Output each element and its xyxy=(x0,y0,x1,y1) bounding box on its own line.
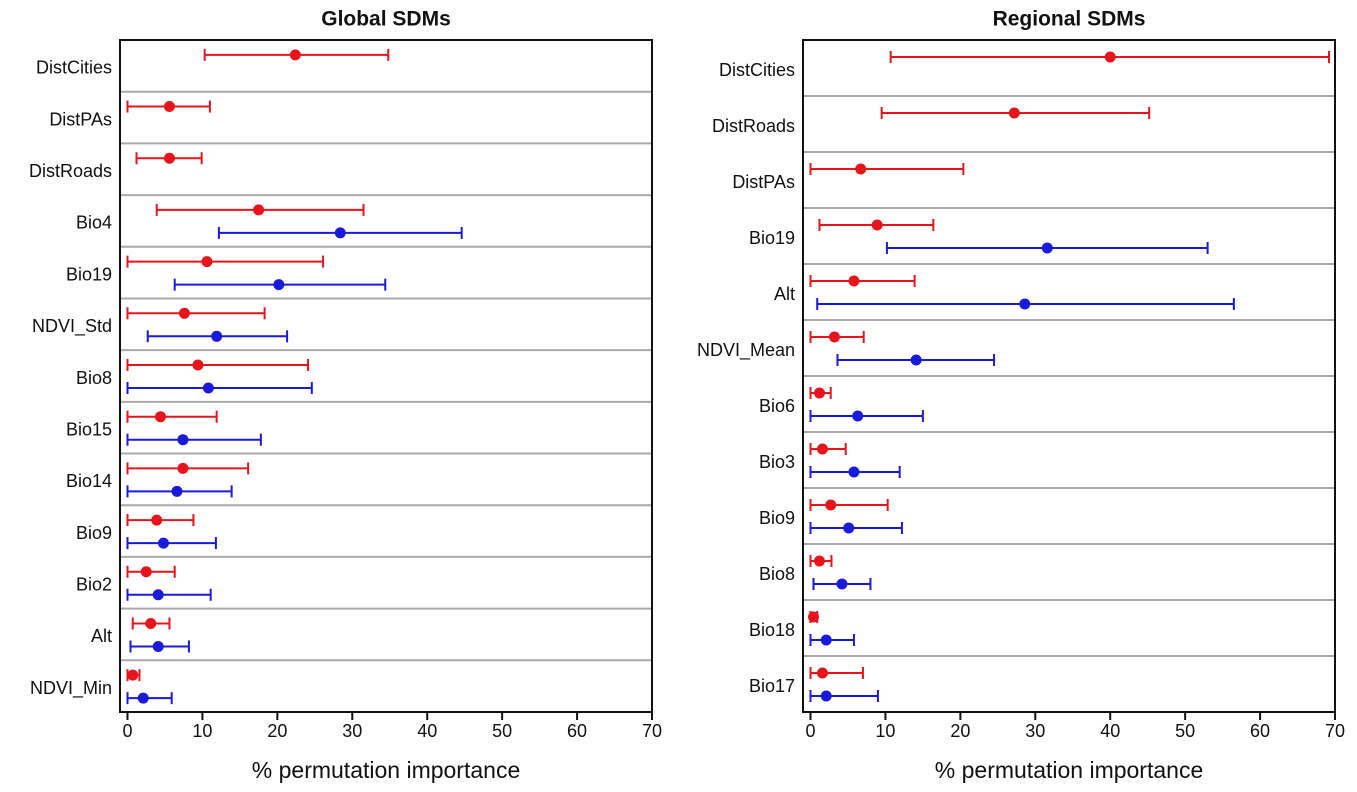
panel-title: Global SDMs xyxy=(321,8,451,31)
plot-frame xyxy=(802,39,1336,713)
dot xyxy=(140,566,152,578)
dot xyxy=(1104,51,1116,63)
x-tick-label: 30 xyxy=(342,721,362,741)
dot xyxy=(157,537,169,549)
category-label: Bio9 xyxy=(759,508,795,528)
category-label: NDVI_Std xyxy=(32,316,112,337)
dot xyxy=(855,163,867,175)
dot xyxy=(163,152,175,164)
dot xyxy=(848,275,860,287)
plot-frame xyxy=(119,39,653,713)
category-label: Bio2 xyxy=(76,575,112,595)
dot xyxy=(807,611,819,623)
dot xyxy=(828,331,840,343)
x-tick-label: 60 xyxy=(567,721,587,741)
x-tick-label: 10 xyxy=(192,721,212,741)
dot xyxy=(871,219,883,231)
x-tick-label: 50 xyxy=(492,721,512,741)
category-label: NDVI_Mean xyxy=(697,340,795,361)
dot xyxy=(177,462,189,474)
category-label: Alt xyxy=(91,626,112,646)
x-tick-label: 50 xyxy=(1175,721,1195,741)
dot xyxy=(137,692,149,704)
category-label: Bio19 xyxy=(66,264,112,284)
category-label: Bio8 xyxy=(76,368,112,388)
dot xyxy=(152,589,164,601)
dot xyxy=(334,227,346,239)
category-label: Bio19 xyxy=(749,228,795,248)
dot xyxy=(848,466,860,478)
category-label: Bio8 xyxy=(759,564,795,584)
dot xyxy=(273,279,285,291)
dot xyxy=(1019,298,1031,310)
x-tick-label: 0 xyxy=(805,721,815,741)
dot xyxy=(910,354,922,366)
dot xyxy=(813,387,825,399)
x-axis-label: % permutation importance xyxy=(935,757,1203,783)
category-label: DistPAs xyxy=(732,172,795,192)
dot xyxy=(171,485,183,497)
category-label: Bio9 xyxy=(76,523,112,543)
dot xyxy=(816,443,828,455)
panel-title: Regional SDMs xyxy=(993,8,1146,31)
dot xyxy=(843,522,855,534)
dot xyxy=(154,411,166,423)
category-label: DistRoads xyxy=(29,161,112,181)
dot xyxy=(163,101,175,113)
dot xyxy=(253,204,265,216)
x-tick-label: 40 xyxy=(1100,721,1120,741)
dot xyxy=(201,256,213,268)
category-label: Bio3 xyxy=(759,452,795,472)
dot xyxy=(152,640,164,652)
x-tick-label: 30 xyxy=(1025,721,1045,741)
category-label: NDVI_Min xyxy=(30,678,112,699)
dot xyxy=(852,410,864,422)
dot xyxy=(202,382,214,394)
dot xyxy=(825,499,837,511)
dot xyxy=(813,555,825,567)
x-tick-label: 20 xyxy=(267,721,287,741)
dot xyxy=(177,434,189,446)
dot xyxy=(151,514,163,526)
dot xyxy=(820,690,832,702)
x-tick-label: 20 xyxy=(950,721,970,741)
dot xyxy=(127,669,139,681)
category-label: Bio14 xyxy=(66,471,112,491)
x-tick-label: 60 xyxy=(1250,721,1270,741)
dot xyxy=(145,617,157,629)
dot xyxy=(836,578,848,590)
category-label: Alt xyxy=(774,284,795,304)
dot xyxy=(192,359,204,371)
dot xyxy=(816,667,828,679)
category-label: DistCities xyxy=(36,58,112,78)
category-label: Bio15 xyxy=(66,419,112,439)
category-label: Bio17 xyxy=(749,676,795,696)
dot xyxy=(1041,242,1053,254)
category-label: Bio4 xyxy=(76,213,112,233)
dot xyxy=(1008,107,1020,119)
dot xyxy=(211,330,223,342)
category-label: DistRoads xyxy=(712,116,795,136)
x-tick-label: 70 xyxy=(642,721,662,741)
category-label: DistCities xyxy=(719,60,795,80)
category-label: Bio6 xyxy=(759,396,795,416)
x-tick-label: 70 xyxy=(1325,721,1345,741)
x-axis-label: % permutation importance xyxy=(252,757,520,783)
dot xyxy=(289,49,301,61)
category-label: DistPAs xyxy=(49,109,112,129)
category-label: Bio18 xyxy=(749,620,795,640)
x-tick-label: 0 xyxy=(122,721,132,741)
x-tick-label: 40 xyxy=(417,721,437,741)
dot xyxy=(820,634,832,646)
dot xyxy=(178,307,190,319)
x-tick-label: 10 xyxy=(875,721,895,741)
